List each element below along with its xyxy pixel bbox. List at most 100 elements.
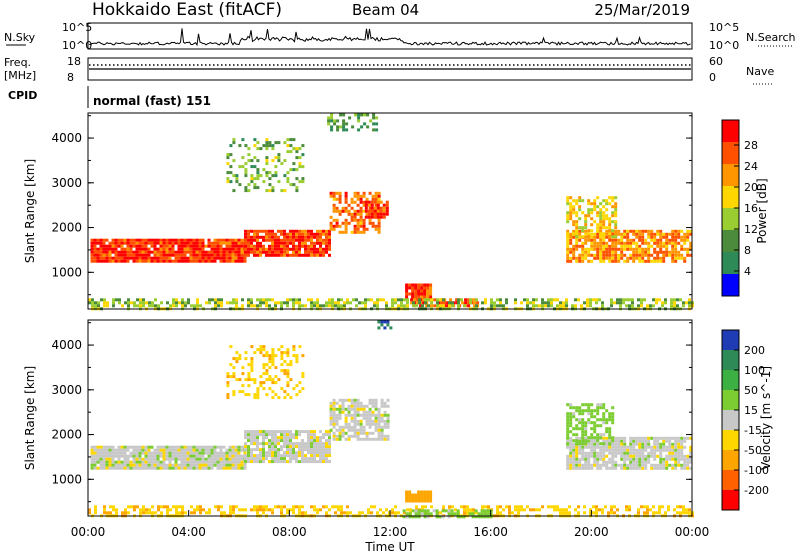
data-cell <box>280 301 283 305</box>
data-cell <box>301 238 304 242</box>
data-cell <box>386 422 390 426</box>
data-cell <box>641 454 645 458</box>
data-cell <box>262 439 265 443</box>
data-cell <box>330 116 334 120</box>
data-cell <box>301 232 304 236</box>
data-cell <box>325 439 328 443</box>
data-cell <box>325 457 328 461</box>
data-cell <box>596 436 600 440</box>
data-cell <box>426 286 430 290</box>
data-cell <box>105 463 109 467</box>
data-cell <box>102 445 106 449</box>
data-cell <box>379 508 382 512</box>
data-cell <box>265 430 268 434</box>
data-cell <box>259 448 262 452</box>
data-cell <box>590 244 594 248</box>
data-cell <box>286 511 289 515</box>
data-cell <box>103 298 106 302</box>
data-cell <box>683 463 687 467</box>
data-cell <box>241 390 245 394</box>
data-cell <box>241 165 245 169</box>
data-cell <box>508 511 511 515</box>
data-cell <box>262 250 265 254</box>
data-cell <box>250 369 254 373</box>
data-cell <box>90 457 94 461</box>
colorbar-swatch <box>722 470 739 491</box>
data-cell <box>442 505 445 509</box>
data-cell <box>162 445 166 449</box>
data-cell <box>423 499 427 503</box>
data-cell <box>650 229 654 233</box>
data-cell <box>689 247 693 251</box>
data-cell <box>332 413 336 417</box>
data-cell <box>332 431 336 435</box>
data-cell <box>611 211 615 215</box>
data-cell <box>677 448 681 452</box>
data-cell <box>106 511 109 515</box>
data-cell <box>380 398 384 402</box>
data-cell <box>274 451 277 455</box>
data-cell <box>295 451 298 455</box>
data-cell <box>569 217 573 221</box>
data-cell <box>247 235 250 239</box>
data-cell <box>632 238 636 242</box>
data-cell <box>391 511 394 515</box>
data-cell <box>247 250 250 254</box>
data-cell <box>286 180 290 184</box>
data-cell <box>198 250 202 254</box>
data-cell <box>190 505 193 509</box>
data-cell <box>420 512 424 516</box>
data-cell <box>177 259 181 263</box>
data-cell <box>505 298 508 302</box>
data-cell <box>289 363 293 367</box>
data-cell <box>623 448 627 452</box>
data-cell <box>423 493 427 497</box>
data-cell <box>96 247 100 251</box>
data-cell <box>271 451 274 455</box>
data-cell <box>105 457 109 461</box>
data-cell <box>629 451 633 455</box>
data-cell <box>289 448 292 452</box>
data-cell <box>280 253 283 257</box>
data-cell <box>96 448 100 452</box>
data-cell <box>210 253 214 257</box>
data-cell <box>265 393 269 397</box>
data-cell <box>429 512 433 516</box>
data-cell <box>429 289 433 293</box>
data-cell <box>256 430 259 434</box>
data-cell <box>99 259 103 263</box>
data-cell <box>289 454 292 458</box>
data-cell <box>650 259 654 263</box>
data-cell <box>596 454 600 458</box>
data-cell <box>154 304 157 308</box>
data-cell <box>277 505 280 509</box>
data-cell <box>325 304 328 308</box>
data-cell <box>650 445 654 449</box>
data-cell <box>575 406 579 410</box>
data-cell <box>313 508 316 512</box>
data-cell <box>614 439 618 443</box>
data-cell <box>587 250 591 254</box>
data-cell <box>156 253 160 257</box>
data-cell <box>368 422 372 426</box>
data-cell <box>226 177 230 181</box>
data-cell <box>635 244 639 248</box>
data-cell <box>623 436 627 440</box>
data-cell <box>228 454 232 458</box>
data-cell <box>295 150 299 154</box>
data-cell <box>338 230 342 234</box>
data-cell <box>237 460 241 464</box>
data-cell <box>135 448 139 452</box>
data-cell <box>180 250 184 254</box>
data-cell <box>174 241 178 245</box>
station-title: Hokkaido East (fitACF) <box>92 0 282 20</box>
nsky-tick-bottom: 10^0 <box>62 39 92 52</box>
data-cell <box>587 463 591 467</box>
data-cell <box>335 413 339 417</box>
data-cell <box>228 457 232 461</box>
data-cell <box>578 238 582 242</box>
data-cell <box>289 439 292 443</box>
data-cell <box>688 298 691 302</box>
data-cell <box>587 454 591 458</box>
data-cell <box>566 445 570 449</box>
